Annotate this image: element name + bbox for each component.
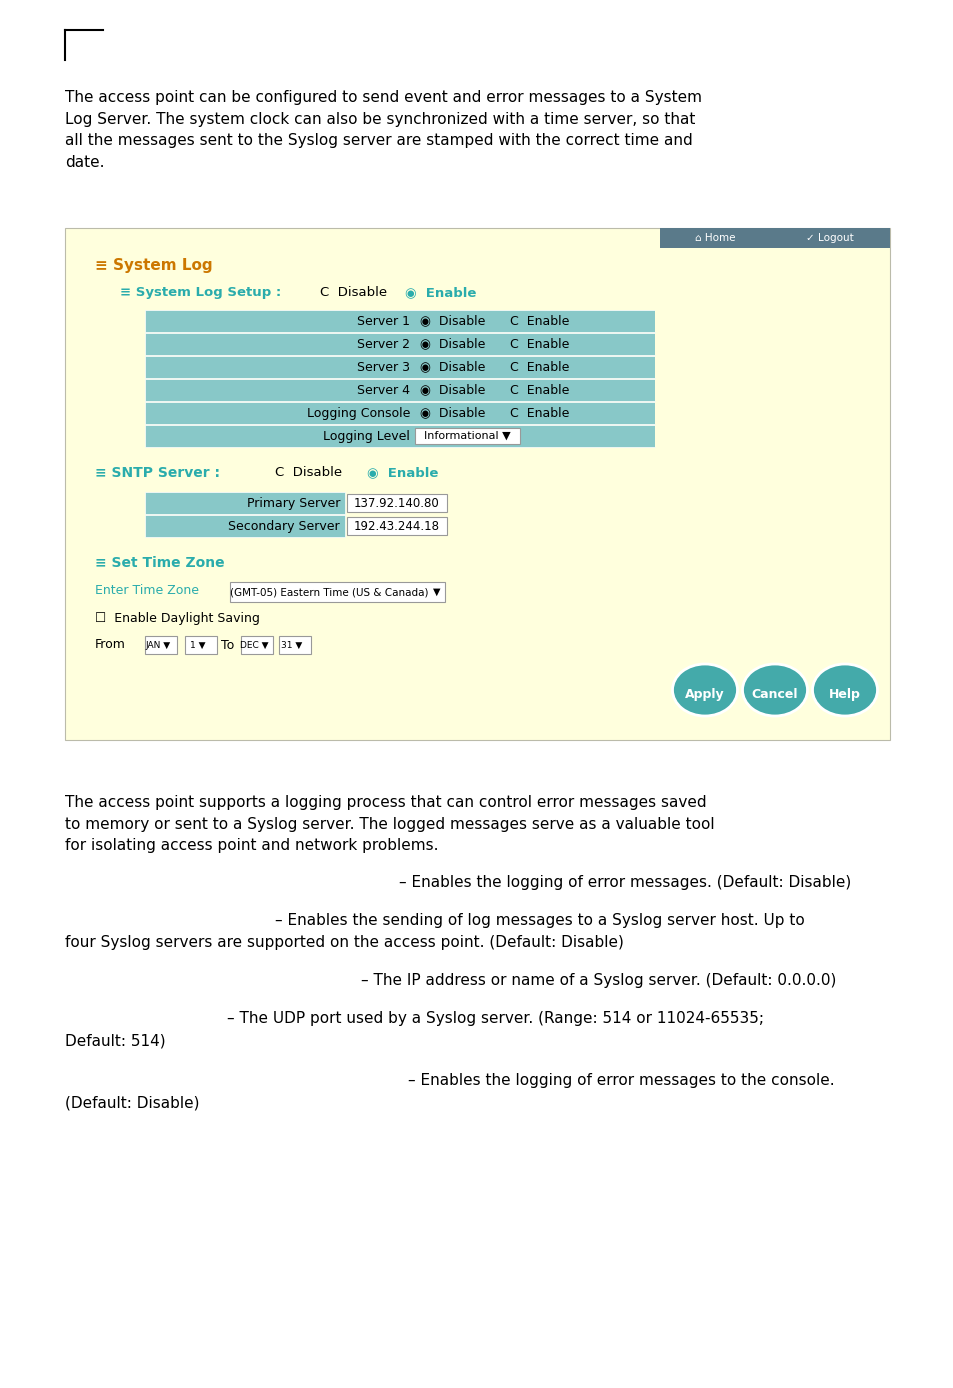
Bar	[145, 355, 655, 378]
Bar	[278, 636, 311, 654]
Text: From: From	[95, 638, 126, 651]
Text: ☐  Enable Daylight Saving: ☐ Enable Daylight Saving	[95, 612, 259, 625]
Bar	[230, 582, 444, 602]
Bar	[145, 333, 655, 355]
Text: C  Disable: C Disable	[274, 466, 342, 479]
Text: The access point can be configured to send event and error messages to a System
: The access point can be configured to se…	[65, 90, 701, 169]
Text: Server 3: Server 3	[356, 361, 410, 373]
Text: ◉  Disable: ◉ Disable	[419, 315, 485, 328]
Bar	[415, 428, 519, 444]
Text: ◉  Enable: ◉ Enable	[367, 466, 438, 479]
Bar	[65, 228, 889, 740]
Text: Server 1: Server 1	[356, 315, 410, 328]
Text: ◉  Disable: ◉ Disable	[419, 383, 485, 397]
Text: Enter Time Zone: Enter Time Zone	[95, 584, 199, 597]
Text: (Default: Disable): (Default: Disable)	[65, 1095, 199, 1110]
Text: 137.92.140.80: 137.92.140.80	[354, 497, 439, 509]
Bar	[655, 333, 879, 355]
Text: 1 ▼: 1 ▼	[190, 640, 206, 650]
Bar	[655, 403, 879, 423]
Text: ≡ Set Time Zone: ≡ Set Time Zone	[95, 557, 224, 570]
Text: Secondary Server: Secondary Server	[228, 519, 339, 533]
Text: Apply: Apply	[684, 687, 724, 701]
Text: Cancel: Cancel	[751, 687, 798, 701]
Text: Primary Server: Primary Server	[247, 497, 339, 509]
Text: ⌂ Home: ⌂ Home	[694, 233, 735, 243]
Bar	[145, 491, 345, 514]
Bar	[185, 636, 216, 654]
Text: ≡ SNTP Server :: ≡ SNTP Server :	[95, 466, 220, 480]
Bar	[347, 516, 447, 534]
Bar	[655, 379, 879, 401]
Bar	[145, 379, 655, 401]
Bar	[145, 636, 177, 654]
Text: 192.43.244.18: 192.43.244.18	[354, 519, 439, 533]
Text: Logging Console: Logging Console	[306, 407, 410, 419]
Bar	[449, 515, 879, 537]
Text: 31 ▼: 31 ▼	[281, 640, 302, 650]
Text: Logging Level: Logging Level	[323, 429, 410, 443]
Text: Default: 514): Default: 514)	[65, 1033, 166, 1048]
Text: four Syslog servers are supported on the access point. (Default: Disable): four Syslog servers are supported on the…	[65, 936, 623, 949]
Bar	[241, 636, 273, 654]
Bar	[145, 515, 345, 537]
Text: ◉  Disable: ◉ Disable	[419, 407, 485, 419]
Text: ≡ System Log Setup :: ≡ System Log Setup :	[120, 286, 281, 298]
Text: – The IP address or name of a Syslog server. (Default: 0.0.0.0): – The IP address or name of a Syslog ser…	[360, 973, 835, 988]
Text: The access point supports a logging process that can control error messages save: The access point supports a logging proc…	[65, 795, 714, 854]
Text: C  Enable: C Enable	[510, 315, 569, 328]
Bar	[655, 355, 879, 378]
Ellipse shape	[812, 663, 877, 716]
Bar	[145, 310, 655, 332]
Text: Help: Help	[828, 687, 860, 701]
Bar	[655, 425, 879, 447]
Text: ≡ System Log: ≡ System Log	[95, 258, 213, 273]
Text: ✓ Logout: ✓ Logout	[805, 233, 853, 243]
Bar	[659, 228, 889, 248]
Text: – Enables the logging of error messages. (Default: Disable): – Enables the logging of error messages.…	[398, 874, 850, 890]
Bar	[347, 494, 447, 512]
Text: C  Enable: C Enable	[510, 361, 569, 373]
Text: DEC ▼: DEC ▼	[239, 640, 268, 650]
Ellipse shape	[741, 663, 806, 716]
Text: ◉  Enable: ◉ Enable	[405, 286, 476, 298]
Bar	[145, 425, 655, 447]
Text: ◉  Disable: ◉ Disable	[419, 361, 485, 373]
Text: – Enables the logging of error messages to the console.: – Enables the logging of error messages …	[408, 1073, 834, 1088]
Text: Informational ▼: Informational ▼	[423, 432, 510, 441]
Text: (GMT-05) Eastern Time (US & Canada): (GMT-05) Eastern Time (US & Canada)	[230, 587, 428, 597]
Text: To: To	[221, 638, 234, 651]
Bar	[655, 310, 879, 332]
Text: – The UDP port used by a Syslog server. (Range: 514 or 11024-65535;: – The UDP port used by a Syslog server. …	[227, 1010, 763, 1026]
Text: ▼: ▼	[433, 587, 440, 597]
Text: C  Enable: C Enable	[510, 407, 569, 419]
Text: ◉  Disable: ◉ Disable	[419, 337, 485, 351]
Bar	[449, 491, 879, 514]
Text: C  Enable: C Enable	[510, 383, 569, 397]
Text: JAN ▼: JAN ▼	[145, 640, 171, 650]
Text: C  Disable: C Disable	[319, 286, 387, 298]
Text: Server 4: Server 4	[356, 383, 410, 397]
Ellipse shape	[672, 663, 737, 716]
Bar	[145, 403, 655, 423]
Text: – Enables the sending of log messages to a Syslog server host. Up to: – Enables the sending of log messages to…	[274, 913, 803, 929]
Text: Server 2: Server 2	[356, 337, 410, 351]
Text: C  Enable: C Enable	[510, 337, 569, 351]
